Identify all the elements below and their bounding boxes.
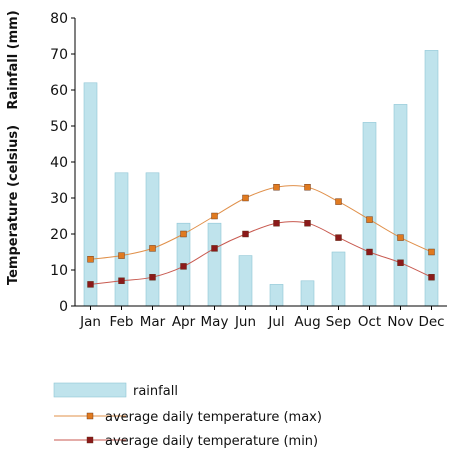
temperature-max-point-apr <box>180 230 187 238</box>
temperature-max-point-oct <box>366 216 373 223</box>
y-axis-label-temperature: Temperature (celsius) <box>6 125 21 285</box>
temperature-min-point-mar <box>149 274 156 281</box>
temperature-max-point-may <box>211 212 218 220</box>
temperature-max-point-jul <box>273 183 280 191</box>
temperature-min-point-nov <box>397 259 404 266</box>
rainfall-bar-may <box>207 222 222 307</box>
temperature-min-point-apr <box>180 263 187 270</box>
x-tick-label: Feb <box>110 314 134 330</box>
y-tick-label: 50 <box>50 119 68 135</box>
legend-label-rainfall: rainfall <box>133 384 178 399</box>
legend-label-temperature-min: average daily temperature (min) <box>105 434 318 449</box>
rainfall-bars <box>83 50 439 307</box>
y-axis-label-rainfall: Rainfall (mm) <box>6 10 21 109</box>
axis-labels: Rainfall (mm) Temperature (celsius) <box>6 10 21 285</box>
legend-marker-max <box>86 412 94 420</box>
rainfall-bar-aug <box>300 280 315 307</box>
x-tick-label: Sep <box>326 314 351 330</box>
temperature-min-line <box>90 221 432 285</box>
legend: rainfall average daily temperature (max) a… <box>53 382 322 449</box>
rainfall-bar-jan <box>83 82 98 307</box>
x-tick-label: Dec <box>418 314 444 330</box>
x-tick-label: Apr <box>172 314 196 330</box>
y-tick-label: 10 <box>50 263 68 279</box>
temperature-min-point-aug <box>304 219 311 227</box>
rainfall-bar-nov <box>393 104 408 307</box>
temperature-min-point-feb <box>118 277 125 284</box>
y-tick-label: 70 <box>50 47 68 63</box>
rainfall-bar-oct <box>362 122 377 307</box>
temperature-max-point-aug <box>304 183 311 191</box>
temperature-max-point-sep <box>335 198 342 205</box>
y-tick-label: 80 <box>50 11 68 27</box>
legend-swatch-rainfall <box>53 382 127 398</box>
rainfall-bar-dec <box>424 50 439 307</box>
axes: 0 10 20 30 40 50 60 70 80 Jan Feb Mar Apr May Jun Jul Au… <box>50 11 447 330</box>
temperature-min-point-oct <box>366 248 373 256</box>
x-tick-label: Nov <box>387 314 413 330</box>
temperature-max-point-jun <box>242 194 249 202</box>
y-tick-label: 0 <box>59 299 68 315</box>
temperature-min-point-jan <box>87 281 94 288</box>
rainfall-bar-jul <box>269 284 284 307</box>
temperature-min-point-may <box>211 245 218 252</box>
x-tick-label: Mar <box>140 314 166 330</box>
y-tick-label: 20 <box>50 227 68 243</box>
temperature-max-point-feb <box>118 252 125 259</box>
temperature-min-point-sep <box>335 234 342 241</box>
x-tick-label: Oct <box>358 314 381 330</box>
temperature-min-point-jul <box>273 219 280 227</box>
legend-label-temperature-max: average daily temperature (max) <box>105 410 322 425</box>
temperature-max-point-mar <box>149 245 156 252</box>
x-tick-label: Jan <box>79 314 101 330</box>
x-tick-label: May <box>201 314 229 330</box>
rainfall-bar-sep <box>331 251 346 307</box>
rainfall-bar-jun <box>238 255 253 307</box>
temperature-max-line <box>90 185 432 260</box>
y-tick-label: 60 <box>50 83 68 99</box>
rainfall-bar-mar <box>145 172 160 307</box>
temperature-min-point-jun <box>242 230 249 238</box>
temperature-max-point-jan <box>87 256 94 263</box>
temperature-max-point-nov <box>397 234 404 241</box>
temperature-max-point-dec <box>428 248 435 256</box>
temperature-min-point-dec <box>428 274 435 281</box>
temperature-lines <box>87 183 435 288</box>
legend-marker-min <box>86 436 94 444</box>
y-tick-label: 30 <box>50 191 68 207</box>
rainfall-bar-feb <box>114 172 129 307</box>
x-tick-label: Jul <box>267 314 284 330</box>
x-tick-label: Aug <box>294 314 320 330</box>
y-tick-label: 40 <box>50 155 68 171</box>
x-tick-label: Jun <box>234 314 256 330</box>
